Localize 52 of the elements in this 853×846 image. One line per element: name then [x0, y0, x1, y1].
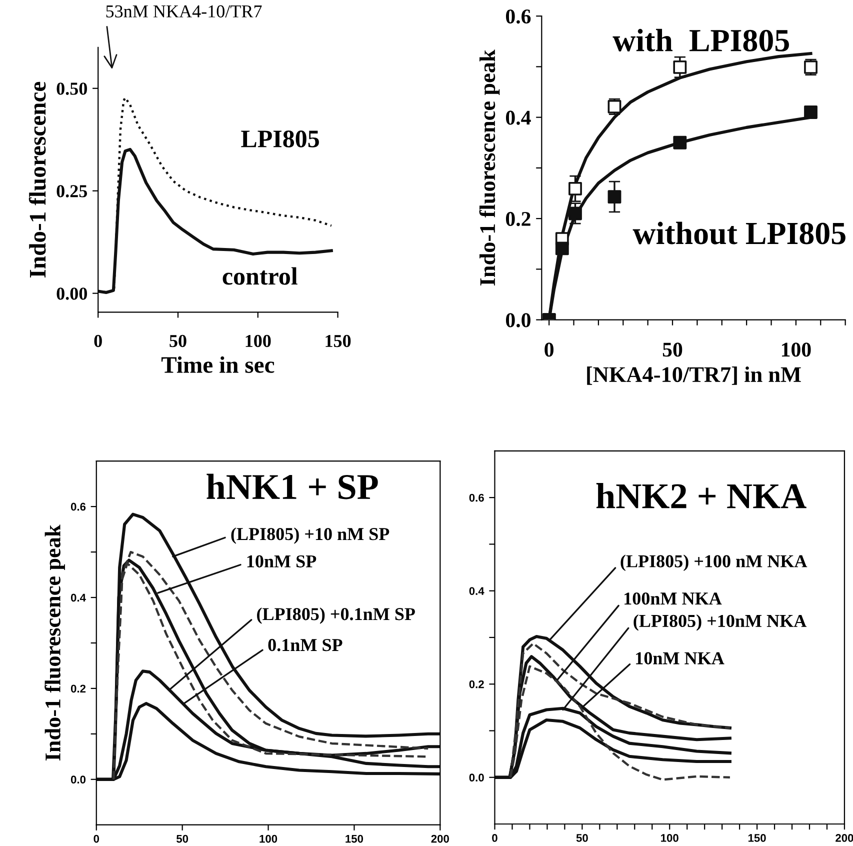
x-tick-label: 50 [176, 834, 188, 843]
annotation: 10nM NKA [636, 652, 724, 664]
y-axis-title: Indo-1 fluorescence [28, 82, 46, 278]
y-tick-label: 0.2 [469, 680, 484, 688]
x-tick-label: 0 [544, 342, 554, 357]
y-tick-label: 0.0 [469, 774, 484, 782]
x-tick-label: 50 [662, 342, 682, 357]
y-tick-label: 0.0 [70, 776, 86, 784]
y-tick-label: 0.4 [70, 594, 86, 602]
y-tick-label: 0.2 [70, 684, 86, 693]
x-tick-label: 0 [94, 834, 100, 843]
chart-title: hNK1 + SP [206, 474, 378, 500]
y-tick-label: 0.4 [506, 110, 531, 125]
x-tick-label: 150 [346, 834, 364, 843]
x-tick-label: 50 [170, 334, 186, 348]
annotation: with LPI805 [612, 28, 789, 52]
x-tick-label: 150 [748, 834, 766, 842]
x-tick-label: 100 [260, 834, 278, 843]
y-tick-label: 0.2 [506, 212, 530, 226]
x-axis-title: [NKA4-10/TR7] in nM [587, 366, 801, 385]
y-tick-label: 0.50 [56, 82, 87, 95]
x-tick-label: 100 [246, 334, 271, 348]
text: 53nM NKA4-10/TR7 [106, 5, 262, 18]
x-tick-label: 100 [661, 834, 678, 842]
y-tick-label: 0.00 [56, 288, 87, 300]
annotation: (LPI805) +10 nM SP [231, 527, 390, 544]
x-tick-label: 150 [326, 334, 351, 348]
annotation: (LPI805) +100 nM NKA [620, 554, 808, 572]
y-axis-title: Indo-1 fluorescence peak [44, 524, 65, 761]
annotation: LPI805 [241, 130, 319, 148]
x-tick-label: 0 [492, 834, 498, 842]
annotation: (LPI805) +10nM NKA [634, 614, 807, 631]
y-axis-title: Indo-1 fluorescence peak [479, 50, 500, 286]
x-tick-label: 100 [782, 342, 811, 357]
y-tick-label: 0.6 [506, 9, 531, 24]
y-tick-label: 0.6 [469, 494, 484, 502]
annotation: control [222, 267, 298, 285]
x-tick-label: 50 [576, 834, 588, 842]
x-tick-label: 200 [431, 834, 449, 843]
y-tick-label: 0.4 [469, 587, 484, 595]
y-tick-label: 0.25 [56, 185, 88, 198]
x-tick-label: 0 [94, 334, 102, 348]
annotation: 10nM SP [247, 555, 316, 568]
text: hNK2 + NKA [596, 483, 806, 508]
x-axis-title: Time in sec [161, 356, 274, 373]
x-tick-label: 200 [836, 834, 853, 842]
annotation: (LPI805) +0.1nM SP [257, 607, 415, 624]
y-tick-label: 0.0 [506, 313, 530, 328]
y-tick-label: 0.6 [70, 502, 86, 511]
annotation: 100nM NKA [624, 592, 722, 605]
annotation: 0.1nM SP [268, 638, 342, 652]
annotation: without LPI805 [632, 222, 846, 244]
